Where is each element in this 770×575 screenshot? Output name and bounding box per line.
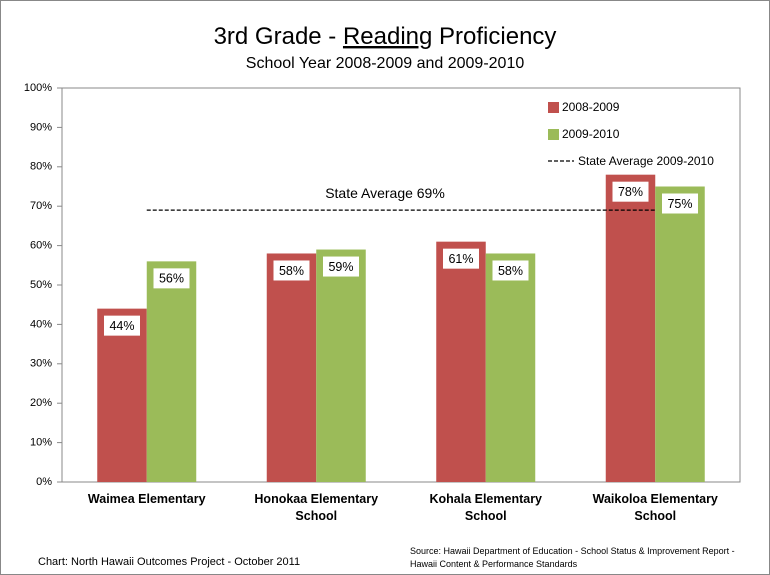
y-tick-label: 30% xyxy=(30,358,52,370)
value-label-box xyxy=(104,315,140,336)
bar xyxy=(146,261,197,482)
value-label: 58% xyxy=(279,264,304,278)
y-tick-label: 40% xyxy=(30,318,52,330)
title-part: Reading xyxy=(343,23,432,50)
x-tick-label: Waimea Elementary xyxy=(87,492,206,506)
value-label: 59% xyxy=(328,260,353,274)
chart-source: Source: Hawaii Department of Education -… xyxy=(410,546,735,569)
y-tick-label: 70% xyxy=(30,200,52,212)
y-tick-label: 0% xyxy=(36,476,52,488)
legend-label: State Average 2009-2010 xyxy=(578,154,714,168)
reference-label: State Average 69% xyxy=(325,185,445,201)
value-label: 61% xyxy=(448,252,473,266)
legend-label: 2009-2010 xyxy=(562,127,620,141)
y-tick-label: 100% xyxy=(24,82,52,94)
x-tick-label: Kohala Elementary School xyxy=(429,492,543,523)
y-tick-label: 90% xyxy=(30,121,52,133)
y-tick-label: 60% xyxy=(30,240,52,252)
value-label: 78% xyxy=(618,185,643,199)
chart-title: 3rd Grade - Reading Proficiency xyxy=(214,23,557,50)
chart-credit: Chart: North Hawaii Outcomes Project - O… xyxy=(38,556,301,568)
chart-subtitle: School Year 2008-2009 and 2009-2010 xyxy=(246,55,525,72)
legend-label: 2008-2009 xyxy=(562,100,620,114)
value-label-box xyxy=(273,260,310,281)
bar xyxy=(316,249,366,482)
bar xyxy=(97,308,147,482)
value-label: 44% xyxy=(109,319,134,333)
legend-swatch xyxy=(548,129,559,140)
value-label-box xyxy=(443,248,479,269)
y-tick-label: 20% xyxy=(30,397,52,409)
title-part: Proficiency xyxy=(432,23,556,50)
value-label: 58% xyxy=(498,264,523,278)
x-tick-label: Waikoloa Elementary School xyxy=(592,492,718,523)
y-tick-label: 50% xyxy=(30,279,52,291)
x-tick-label: Honokaa Elementary School xyxy=(254,492,379,523)
bar xyxy=(655,186,705,482)
bar xyxy=(485,253,536,482)
bar xyxy=(266,253,317,482)
value-label-box xyxy=(662,193,698,214)
value-label-box xyxy=(323,256,359,277)
value-label-box xyxy=(612,181,649,202)
bar xyxy=(605,174,656,482)
bar xyxy=(436,241,486,482)
title-part: 3rd Grade - xyxy=(214,23,343,50)
value-label-box xyxy=(153,268,190,289)
y-tick-label: 80% xyxy=(30,161,52,173)
value-label-box xyxy=(492,260,529,281)
value-label: 75% xyxy=(667,197,692,211)
value-label: 56% xyxy=(159,272,184,286)
y-tick-label: 10% xyxy=(30,437,52,449)
legend-swatch xyxy=(548,102,559,113)
